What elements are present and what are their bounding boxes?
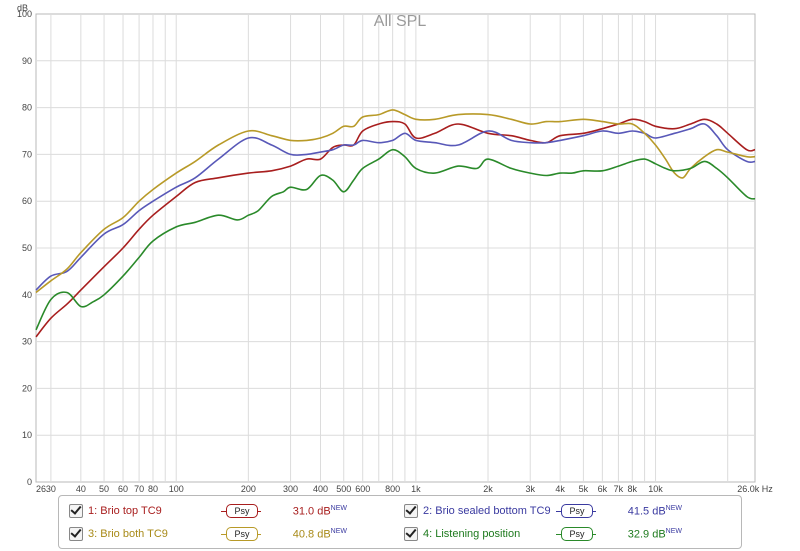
- x-tick-label: 2k: [483, 484, 493, 494]
- checkbox-icon[interactable]: [69, 504, 83, 518]
- x-tick-label: 30: [46, 484, 56, 494]
- x-tick-label: 4k: [555, 484, 565, 494]
- series-line-2: [35, 122, 756, 291]
- x-tick-label: 400: [313, 484, 328, 494]
- y-tick-label: 40: [22, 290, 32, 300]
- grid-horizontal: [36, 60, 755, 436]
- y-axis-label: dB: [17, 3, 28, 13]
- x-tick-label: 1k: [411, 484, 421, 494]
- series-line-1: [35, 118, 756, 338]
- y-tick-label: 90: [22, 56, 32, 66]
- x-tick-label: 8k: [628, 484, 638, 494]
- legend-item-listening-position[interactable]: 4: Listening position Psy 32.9 dBNEW: [404, 524, 682, 544]
- series-line-4: [35, 148, 756, 331]
- legend-value: 31.0 dBNEW: [292, 504, 347, 518]
- x-tick-label: 70: [134, 484, 144, 494]
- x-tick-label: 100: [169, 484, 184, 494]
- checkbox-icon[interactable]: [69, 527, 83, 541]
- y-tick-label: 50: [22, 243, 32, 253]
- y-tick-labels: 0 10 20 30 40 50 60 70 80 90 100: [17, 9, 32, 487]
- x-tick-label: 300: [283, 484, 298, 494]
- y-tick-label: 80: [22, 103, 32, 113]
- checkbox-icon[interactable]: [404, 504, 418, 518]
- x-tick-label: 500: [336, 484, 351, 494]
- y-tick-label: 0: [27, 477, 32, 487]
- series-lines: [35, 109, 756, 338]
- legend-item-brio-both[interactable]: 3: Brio both TC9 Psy 40.8 dBNEW: [69, 524, 347, 544]
- y-tick-label: 70: [22, 149, 32, 159]
- y-tick-label: 30: [22, 337, 32, 347]
- psy-button[interactable]: Psy: [556, 504, 596, 518]
- legend-label: 4: Listening position: [423, 528, 521, 540]
- legend-label: 3: Brio both TC9: [88, 528, 168, 540]
- x-tick-label: 50: [99, 484, 109, 494]
- x-tick-label: 6k: [598, 484, 608, 494]
- legend-item-brio-sealed-bottom[interactable]: 2: Brio sealed bottom TC9 Psy 41.5 dBNEW: [404, 501, 682, 521]
- y-tick-label: 60: [22, 196, 32, 206]
- x-tick-label: 10k: [648, 484, 663, 494]
- x-tick-label: 800: [385, 484, 400, 494]
- y-tick-label: 100: [17, 9, 32, 19]
- y-tick-label: 10: [22, 430, 32, 440]
- series-line-3: [35, 109, 756, 294]
- legend-value: 40.8 dBNEW: [292, 527, 347, 541]
- x-tick-label: 5k: [579, 484, 589, 494]
- checkbox-icon[interactable]: [404, 527, 418, 541]
- legend-label: 2: Brio sealed bottom TC9: [423, 505, 551, 517]
- x-tick-label: 200: [241, 484, 256, 494]
- legend: 1: Brio top TC9 Psy 31.0 dBNEW 2: Brio s…: [58, 495, 742, 549]
- chart-title: All SPL: [374, 13, 427, 30]
- legend-item-brio-top[interactable]: 1: Brio top TC9 Psy 31.0 dBNEW: [69, 501, 347, 521]
- x-tick-labels: 26 30 40 50 60 70 80 100 200 300 400 500 600 800 1k 2k 3…: [36, 484, 773, 494]
- legend-label: 1: Brio top TC9: [88, 505, 162, 517]
- x-tick-label: 7k: [614, 484, 624, 494]
- psy-button[interactable]: Psy: [556, 527, 596, 541]
- y-tick-label: 20: [22, 383, 32, 393]
- x-tick-label: 80: [148, 484, 158, 494]
- psy-button[interactable]: Psy: [221, 527, 261, 541]
- x-tick-label: 3k: [525, 484, 535, 494]
- x-tick-label: 600: [355, 484, 370, 494]
- x-tick-label: 40: [76, 484, 86, 494]
- legend-value: 32.9 dBNEW: [627, 527, 682, 541]
- x-tick-label: 26.0k Hz: [737, 484, 773, 494]
- psy-button[interactable]: Psy: [221, 504, 261, 518]
- x-tick-label: 60: [118, 484, 128, 494]
- x-tick-label: 26: [36, 484, 46, 494]
- legend-value: 41.5 dBNEW: [627, 504, 682, 518]
